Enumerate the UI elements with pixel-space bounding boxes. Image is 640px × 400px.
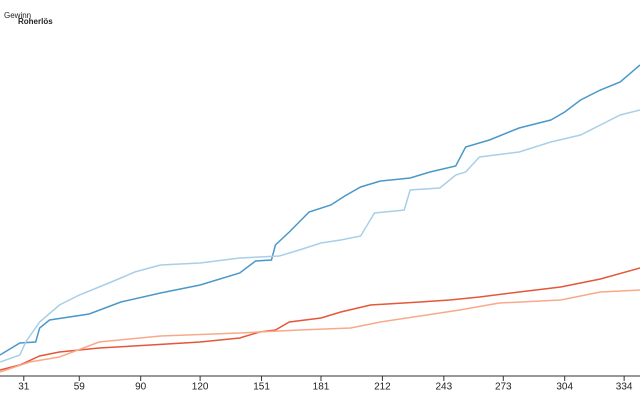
- x-tick-label: 120: [192, 382, 209, 393]
- x-tick-label: 273: [495, 382, 512, 393]
- x-tick-label: 31: [18, 382, 30, 393]
- series-line: [0, 289, 640, 373]
- x-tick-label: 59: [74, 382, 86, 393]
- x-tick-label: 90: [135, 382, 147, 393]
- legend-label: Gewinn: [4, 11, 31, 20]
- x-tick-label: 212: [374, 382, 391, 393]
- series-line: [0, 109, 640, 363]
- x-tick-label: 181: [313, 382, 330, 393]
- x-tick-label: 304: [556, 382, 573, 393]
- x-tick-label: 334: [616, 382, 633, 393]
- x-tick-label: 243: [435, 382, 452, 393]
- legend-label: Roherlös: [18, 17, 53, 26]
- series-line: [0, 64, 640, 356]
- series-line: [0, 267, 640, 371]
- x-tick-label: 151: [253, 382, 270, 393]
